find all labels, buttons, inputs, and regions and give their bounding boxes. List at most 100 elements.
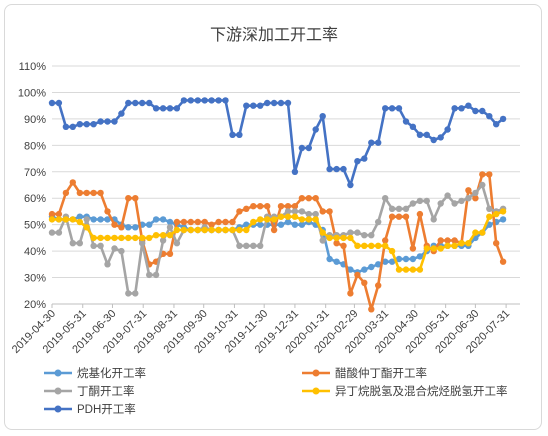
data-point: [493, 240, 500, 247]
data-point: [132, 195, 139, 202]
data-point: [111, 221, 118, 228]
data-point: [118, 234, 125, 242]
data-point: [236, 226, 243, 234]
data-point: [312, 216, 319, 223]
data-point: [382, 242, 389, 249]
data-point: [83, 189, 90, 197]
data-point: [76, 121, 84, 128]
legend-swatch-marker: [54, 387, 62, 395]
legend-label: 异丁烷脱氢及混合烷烃脱氢开工率: [335, 384, 508, 398]
data-point: [409, 123, 417, 130]
data-point: [152, 232, 160, 239]
data-point: [194, 226, 201, 234]
data-point: [382, 195, 389, 202]
data-point: [277, 99, 285, 107]
data-point: [368, 139, 375, 146]
data-point: [493, 121, 500, 128]
data-point: [305, 195, 312, 202]
data-point: [354, 242, 361, 249]
data-point: [291, 168, 299, 175]
data-point: [465, 195, 472, 202]
y-tick-label: 60%: [24, 193, 46, 205]
y-axis: 20% 30% 40% 50% 60% 70% 80% 90% 100% 110%: [18, 61, 46, 311]
data-point: [340, 165, 347, 173]
data-point: [277, 221, 285, 228]
data-point: [472, 195, 479, 202]
series-line: [52, 173, 505, 311]
data-point: [111, 118, 118, 125]
data-point: [382, 258, 389, 265]
data-point: [382, 105, 389, 112]
data-point: [430, 136, 437, 144]
data-point: [229, 218, 236, 226]
data-point: [76, 240, 84, 247]
data-point: [187, 218, 194, 226]
data-point: [298, 216, 306, 223]
data-point: [55, 99, 63, 107]
data-point: [125, 290, 132, 297]
data-point: [340, 242, 347, 249]
data-point: [215, 218, 222, 226]
data-point: [139, 240, 146, 247]
data-point: [125, 195, 132, 202]
data-point: [291, 221, 299, 228]
data-point: [437, 245, 444, 252]
data-point: [395, 266, 403, 273]
data-point: [361, 232, 368, 239]
data-point: [326, 255, 333, 263]
data-point: [187, 226, 194, 234]
data-point: [69, 216, 77, 223]
legend-item: 烷基化开工率: [44, 366, 146, 380]
data-point: [166, 105, 174, 112]
data-point: [55, 229, 63, 236]
data-point: [305, 144, 312, 152]
data-point: [250, 203, 257, 210]
data-point: [388, 258, 396, 265]
data-point: [395, 255, 403, 263]
y-tick-label: 90%: [24, 114, 46, 126]
data-point: [347, 234, 354, 242]
data-point: [312, 126, 319, 133]
data-point: [409, 200, 417, 207]
data-point: [319, 208, 326, 215]
data-point: [166, 218, 174, 226]
data-point: [152, 271, 160, 279]
legend-item: 丁酮开工率: [44, 384, 135, 398]
data-point: [458, 240, 465, 247]
data-point: [395, 205, 403, 212]
data-point: [472, 229, 479, 236]
data-point: [97, 189, 104, 197]
series-4: [48, 97, 507, 189]
data-point: [382, 237, 389, 244]
data-point: [305, 216, 312, 223]
data-point: [243, 205, 250, 212]
data-point: [215, 97, 222, 104]
data-point: [257, 203, 264, 210]
legend-item: PDH开工率: [44, 402, 136, 416]
data-point: [291, 208, 299, 215]
y-tick-label: 30%: [24, 273, 46, 285]
data-point: [479, 229, 486, 236]
data-point: [48, 99, 56, 107]
data-point: [444, 192, 451, 199]
data-point: [402, 205, 410, 212]
data-point: [250, 242, 257, 249]
data-point: [215, 226, 222, 234]
data-point: [222, 97, 229, 104]
data-point: [118, 110, 125, 117]
data-point: [361, 266, 368, 273]
data-point: [173, 218, 181, 226]
data-point: [104, 118, 111, 125]
legend-swatch-marker: [312, 387, 320, 395]
data-point: [416, 253, 424, 260]
data-point: [493, 210, 500, 218]
x-axis: 2019-04-302019-05-312019-06-302019-07-31…: [10, 304, 512, 356]
data-point: [173, 226, 181, 234]
data-point: [298, 221, 306, 228]
data-point: [277, 213, 285, 220]
data-point: [375, 282, 382, 289]
data-point: [368, 242, 375, 249]
data-point: [319, 229, 326, 236]
data-point: [104, 261, 111, 268]
